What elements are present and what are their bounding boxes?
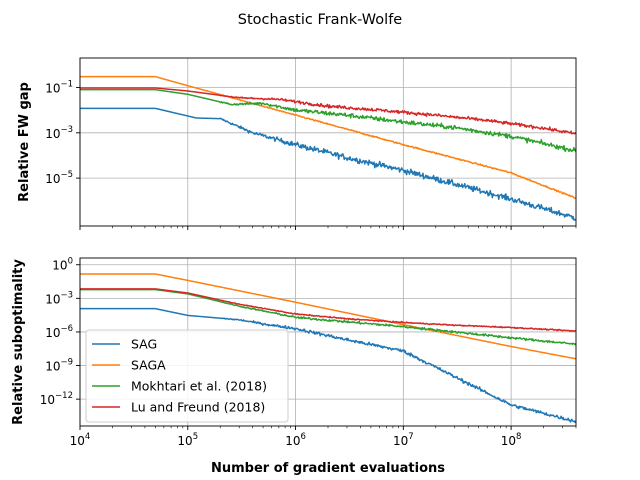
- bottom-y-tick-label: 10−6: [45, 324, 73, 340]
- bottom-x-tick-label: 106: [285, 432, 306, 448]
- legend-label-mokhtari: Mokhtari et al. (2018): [131, 379, 267, 394]
- top-ticks: 10−1 10−3 10−5: [45, 79, 577, 230]
- bottom-y-tick-label: 10−9: [45, 358, 73, 374]
- bottom-y-tick-label: 10−12: [40, 391, 73, 407]
- bottom-x-tick-label: 104: [70, 432, 91, 448]
- bottom-xlabel: Number of gradient evaluations: [211, 461, 445, 476]
- bottom-series-mokhtari-et-al-2018: [80, 288, 576, 346]
- top-series-mokhtari-et-al-2018: [80, 88, 576, 153]
- figure-title: Stochastic Frank-Wolfe: [238, 12, 403, 28]
- bottom-y-tick-label: 100: [52, 257, 73, 273]
- top-y-tick-label: 10−1: [45, 79, 73, 95]
- legend-entry: Mokhtari et al. (2018): [92, 379, 267, 394]
- top-ylabel: Relative FW gap: [17, 82, 32, 202]
- bottom-x-tick-label: 107: [393, 432, 414, 448]
- legend-label-saga: SAGA: [131, 358, 166, 373]
- top-lines: [80, 75, 576, 221]
- legend-label-lu: Lu and Freund (2018): [131, 400, 265, 415]
- top-y-tick-label: 10−3: [45, 125, 73, 141]
- bottom-lines: [80, 273, 576, 424]
- legend-entry: Lu and Freund (2018): [92, 400, 265, 415]
- bottom-x-tick-label: 105: [177, 432, 198, 448]
- top-chart-panel: 10−1 10−3 10−5 Relative FW gap: [17, 57, 577, 230]
- legend-box: [85, 329, 289, 423]
- legend-entry: SAGA: [92, 358, 166, 373]
- top-grid: [79, 58, 576, 226]
- bottom-ticks: 104 105 106 107 108 100 10−3 10−6 10−9 10−12: [40, 257, 577, 448]
- top-axes-frame: [79, 57, 577, 227]
- legend-label-sag: SAG: [131, 337, 157, 352]
- bottom-x-tick-label: 108: [501, 432, 522, 448]
- top-y-tick-label: 10−5: [45, 170, 73, 186]
- bottom-series-saga: [80, 273, 576, 360]
- top-series-lu-and-freund-2018: [80, 87, 576, 135]
- legend: SAG SAGA Mokhtari et al. (2018) Lu and F…: [85, 329, 289, 423]
- top-series-saga: [80, 75, 576, 199]
- bottom-y-tick-label: 10−3: [45, 290, 73, 306]
- bottom-chart-panel: 104 105 106 107 108 100 10−3 10−6 10−9 10−12 Rela…: [11, 257, 577, 476]
- bottom-ylabel: Relative suboptimality: [11, 259, 26, 425]
- top-series-sag: [80, 107, 576, 221]
- bottom-series-sag: [80, 307, 576, 424]
- legend-entry: SAG: [92, 337, 157, 352]
- bottom-series-lu-and-freund-2018: [80, 288, 576, 332]
